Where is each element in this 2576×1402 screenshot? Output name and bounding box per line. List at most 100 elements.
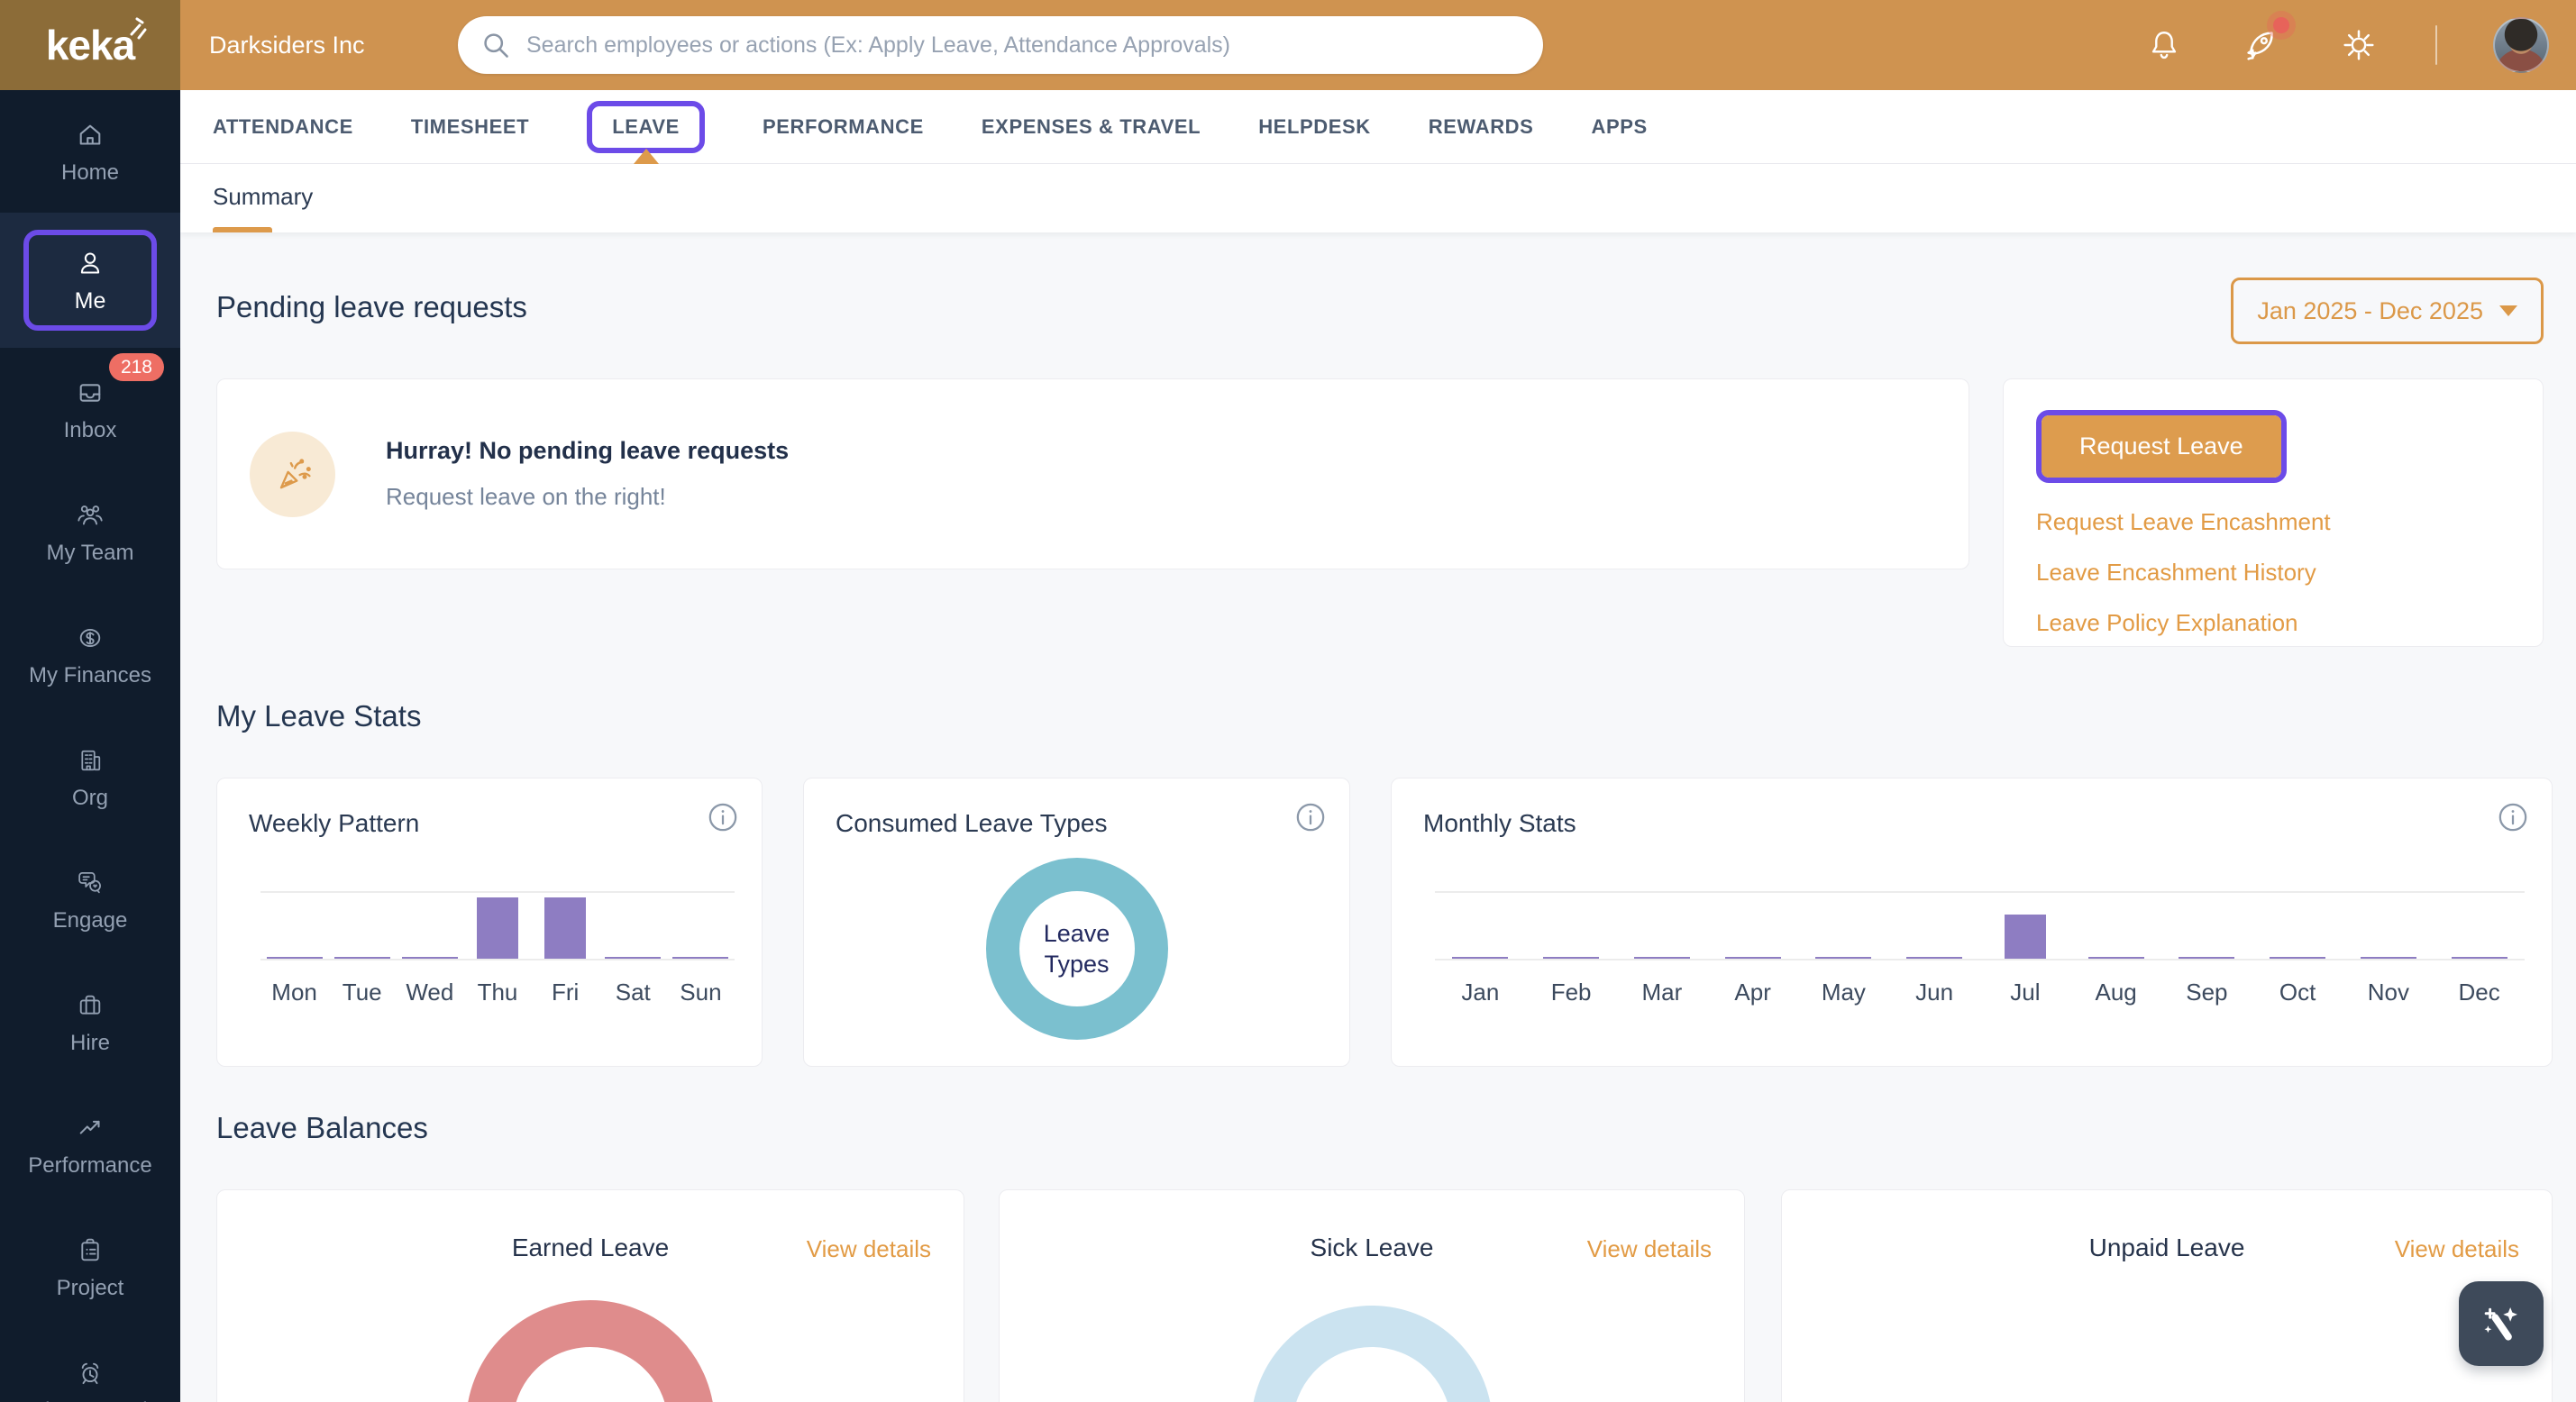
my-leave-stats-heading: My Leave Stats: [216, 699, 422, 733]
party-popper-icon: [279, 459, 311, 489]
unpaid-leave-title: Unpaid Leave: [2088, 1234, 2245, 1261]
tab-apps[interactable]: APPS: [1591, 90, 1647, 164]
sidebar-item-home[interactable]: Home: [0, 90, 180, 213]
keka-logo[interactable]: keka: [0, 0, 180, 90]
earned-leave-title: Earned Leave: [511, 1234, 670, 1261]
sidebar-item-label: Engage: [52, 907, 128, 933]
sidebar-item-time-attend[interactable]: Time Attend: [0, 1328, 180, 1402]
tab-label: REWARDS: [1428, 114, 1534, 138]
sidebar-item-inbox[interactable]: 218 Inbox: [0, 348, 180, 470]
bar-mar: [1633, 956, 1690, 959]
tab-label: TIMESHEET: [410, 114, 530, 138]
sidebar-item-hire[interactable]: Hire: [0, 960, 180, 1083]
bar-dec: [2451, 956, 2507, 959]
global-search[interactable]: [458, 16, 1543, 74]
home-icon: [79, 124, 101, 145]
leave-action-links: Request Leave Encashment Leave Encashmen…: [2036, 508, 2510, 637]
tab-label: ATTENDANCE: [213, 114, 353, 138]
tab-expenses-travel[interactable]: EXPENSES & TRAVEL: [982, 90, 1201, 164]
pending-empty-state: Hurray! No pending leave requests Reques…: [386, 437, 789, 511]
search-input[interactable]: [526, 32, 1520, 59]
date-range-selector[interactable]: Jan 2025 - Dec 2025: [2231, 278, 2544, 344]
main-area: ATTENDANCE TIMESHEET LEAVE PERFORMANCE E…: [180, 90, 2576, 1402]
info-icon[interactable]: [708, 802, 738, 837]
monthly-axis-labels: Jan Feb Mar Apr May Jun Jul Aug Sep Oct Nov Dec: [1461, 979, 2500, 1006]
avatar[interactable]: [2493, 17, 2549, 73]
user-icon: [80, 251, 100, 274]
settings-button[interactable]: [2338, 24, 2380, 66]
consumed-leave-types-card: Consumed Leave Types Leave Types: [803, 778, 1350, 1067]
request-leave-button[interactable]: Request Leave: [2042, 415, 2281, 478]
sick-leave-card: Sick Leave View details: [999, 1189, 1745, 1402]
tab-label: LEAVE: [587, 100, 705, 153]
sidebar-item-label: Org: [71, 785, 108, 810]
sick-leave-title: Sick Leave: [1310, 1234, 1434, 1261]
earned-leave-view-details-link[interactable]: View details: [806, 1235, 931, 1262]
bar-tue: [333, 956, 390, 959]
bar-oct: [2270, 956, 2326, 959]
magic-assistant-fab[interactable]: [2459, 1281, 2544, 1366]
tab-attendance[interactable]: ATTENDANCE: [213, 90, 353, 164]
sidebar-item-label: Time Attend: [32, 1398, 147, 1402]
info-icon[interactable]: [2498, 802, 2528, 837]
project-icon: [81, 1238, 99, 1261]
unpaid-leave-view-details-link[interactable]: View details: [2394, 1235, 2519, 1262]
me-annotation-box: Me: [23, 230, 157, 331]
sick-leave-donut: [1251, 1306, 1493, 1402]
bar-sep: [2179, 956, 2235, 959]
sidebar-item-performance[interactable]: Performance: [0, 1083, 180, 1206]
sidebar-item-label: Hire: [69, 1030, 110, 1055]
sidebar-item-label: Performance: [28, 1152, 152, 1178]
sidebar-item-my-finances[interactable]: My Finances: [0, 593, 180, 715]
whats-new-button[interactable]: [2241, 17, 2289, 66]
sidebar-item-engage[interactable]: Engage: [0, 838, 180, 960]
leave-encashment-history-link[interactable]: Leave Encashment History: [2036, 559, 2316, 586]
earned-leave-donut: [466, 1300, 715, 1402]
sidebar-item-me[interactable]: Me: [0, 213, 180, 348]
magic-wand-icon: [2484, 1307, 2517, 1341]
sidebar-item-project[interactable]: Project: [0, 1206, 180, 1328]
tab-helpdesk[interactable]: HELPDESK: [1258, 90, 1371, 164]
tab-label: HELPDESK: [1258, 114, 1371, 138]
empty-state-title: Hurray! No pending leave requests: [386, 437, 790, 464]
leave-balances-heading: Leave Balances: [216, 1111, 428, 1144]
bar-mon: [266, 956, 323, 959]
info-icon[interactable]: [1295, 802, 1326, 837]
sidebar-item-label: Home: [60, 159, 120, 185]
sidebar-item-my-team[interactable]: My Team: [0, 470, 180, 593]
top-header: keka Darksiders Inc: [0, 0, 2576, 90]
bar-may: [1815, 956, 1872, 959]
tab-rewards[interactable]: REWARDS: [1429, 90, 1534, 164]
monthly-stats-card: Monthly Stats: [1391, 778, 2553, 1067]
bar-jun: [1906, 956, 1963, 959]
bar-jul: [2004, 915, 2046, 959]
leave-actions-card: Request Leave Request Leave Encashment L…: [2003, 378, 2544, 647]
notifications-button[interactable]: [2143, 24, 2185, 66]
bell-icon: [2151, 32, 2177, 59]
inbox-icon: [79, 383, 101, 402]
bar-wed: [401, 956, 458, 959]
sidebar-item-label: My Team: [46, 540, 134, 565]
sidebar-item-org[interactable]: Org: [0, 715, 180, 838]
bar-sun: [672, 956, 729, 959]
date-range-value: Jan 2025 - Dec 2025: [2257, 296, 2483, 324]
hire-icon: [79, 995, 101, 1015]
sidebar-item-label: Project: [56, 1275, 124, 1300]
tab-timesheet[interactable]: TIMESHEET: [411, 90, 529, 164]
request-leave-annotation-box: Request Leave: [2036, 410, 2287, 483]
sidebar-nav: Home Me 218 Inbox My Team My Finances Or…: [0, 90, 180, 1402]
tab-leave[interactable]: LEAVE: [587, 90, 705, 164]
keka-logo-text: keka: [45, 22, 135, 68]
weekly-axis-labels: Mon Tue Wed Thu Fri Sat Sun: [271, 979, 722, 1006]
weekly-pattern-card: Weekly Pattern Mon Tue Wed Thu Fri Sat Sun: [216, 778, 763, 1067]
leave-types-donut: Leave Types: [985, 858, 1168, 1040]
inbox-count-badge: 218: [108, 353, 164, 382]
leave-policy-explanation-link[interactable]: Leave Policy Explanation: [2036, 609, 2298, 636]
rocket-icon: [2247, 32, 2273, 60]
page-content: Pending leave requests Jan 2025 - Dec 20…: [180, 232, 2576, 1402]
tab-performance[interactable]: PERFORMANCE: [763, 90, 924, 164]
bar-feb: [1543, 956, 1600, 959]
subtab-summary[interactable]: Summary: [213, 183, 314, 210]
request-leave-encashment-link[interactable]: Request Leave Encashment: [2036, 508, 2331, 535]
sick-leave-view-details-link[interactable]: View details: [1586, 1235, 1712, 1262]
